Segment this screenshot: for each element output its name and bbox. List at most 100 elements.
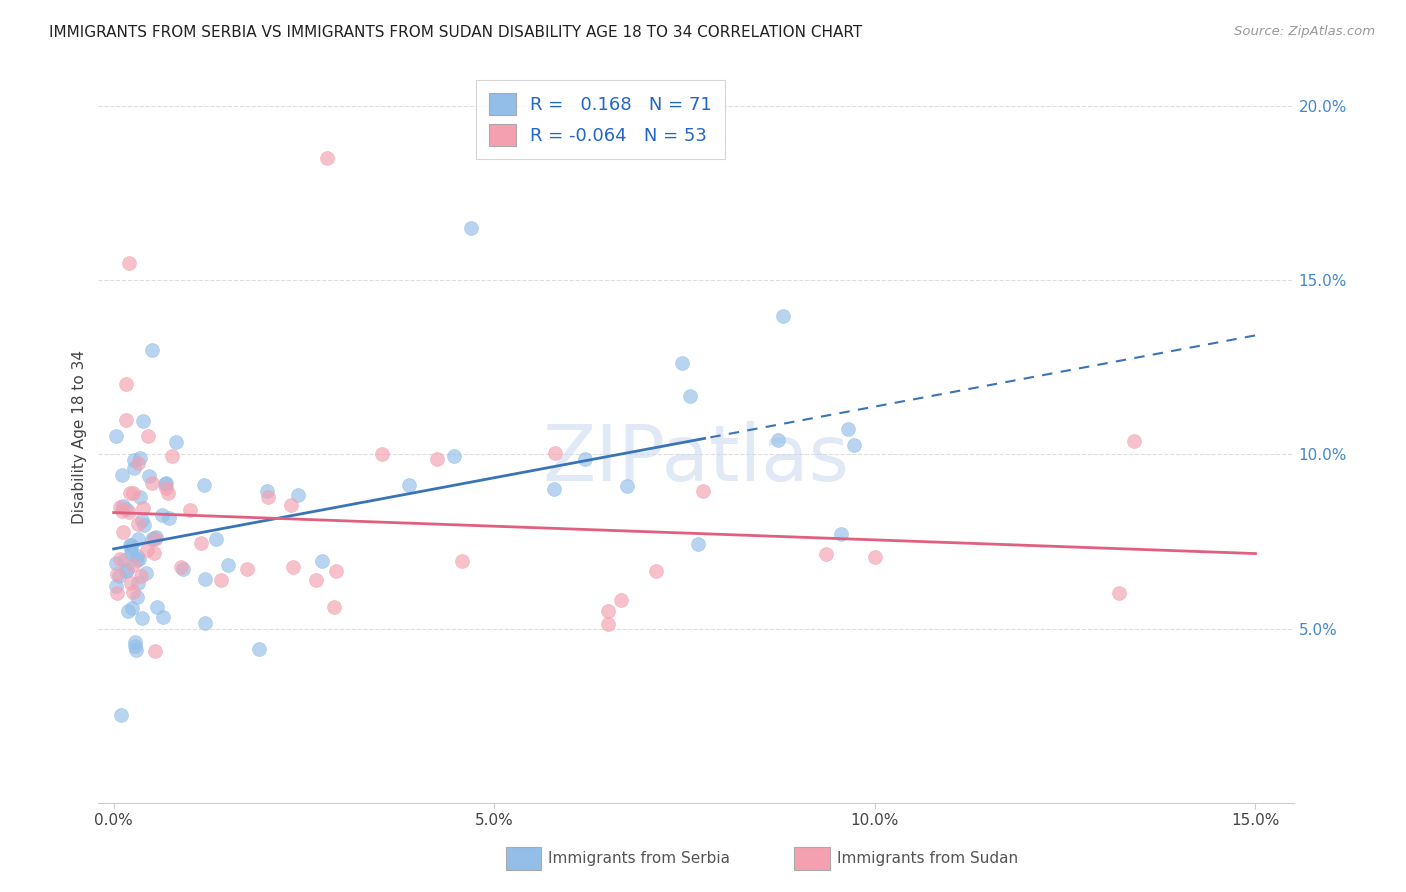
Point bbox=[543, 482, 565, 496]
Point bbox=[610, 593, 633, 607]
Point bbox=[217, 558, 239, 573]
Point bbox=[145, 530, 167, 544]
Point bbox=[105, 429, 128, 443]
Point bbox=[124, 634, 146, 648]
Point bbox=[136, 429, 159, 443]
Point bbox=[108, 500, 131, 514]
Point bbox=[814, 547, 837, 561]
Point bbox=[842, 438, 865, 452]
Point bbox=[287, 487, 309, 501]
Point bbox=[426, 452, 449, 467]
Point bbox=[114, 377, 136, 392]
Point bbox=[122, 558, 145, 573]
Point bbox=[127, 576, 149, 591]
Point bbox=[124, 643, 146, 657]
Point bbox=[138, 469, 160, 483]
Point bbox=[121, 585, 143, 599]
Point bbox=[247, 641, 270, 656]
Point bbox=[122, 453, 145, 467]
Point bbox=[235, 562, 257, 576]
Y-axis label: Disability Age 18 to 34: Disability Age 18 to 34 bbox=[72, 350, 87, 524]
Point bbox=[598, 604, 620, 618]
Point bbox=[118, 505, 141, 519]
Legend: R =   0.168   N = 71, R = -0.064   N = 53: R = 0.168 N = 71, R = -0.064 N = 53 bbox=[477, 80, 724, 159]
Point bbox=[115, 565, 138, 579]
Point bbox=[281, 560, 304, 574]
Point bbox=[135, 566, 157, 580]
Point bbox=[257, 490, 280, 504]
Point bbox=[157, 486, 180, 500]
Point bbox=[1122, 434, 1144, 448]
Point bbox=[155, 481, 177, 495]
Text: Immigrants from Serbia: Immigrants from Serbia bbox=[548, 852, 730, 866]
Point bbox=[153, 477, 176, 491]
Point bbox=[837, 422, 859, 436]
Point bbox=[194, 616, 217, 631]
Point bbox=[616, 479, 638, 493]
Point bbox=[209, 573, 232, 587]
Point bbox=[104, 556, 127, 570]
Text: Source: ZipAtlas.com: Source: ZipAtlas.com bbox=[1234, 25, 1375, 38]
Point bbox=[129, 490, 152, 504]
Point bbox=[460, 221, 482, 235]
Point bbox=[136, 542, 159, 557]
Point bbox=[143, 532, 166, 546]
Point bbox=[311, 554, 333, 568]
Point bbox=[114, 501, 136, 516]
Point bbox=[152, 609, 174, 624]
Point bbox=[121, 600, 143, 615]
Point bbox=[141, 532, 163, 546]
Point bbox=[323, 600, 346, 615]
Point bbox=[120, 545, 142, 559]
Point bbox=[112, 525, 135, 540]
Text: ZIPatlas: ZIPatlas bbox=[543, 421, 849, 497]
Point bbox=[143, 644, 166, 658]
Point bbox=[110, 707, 132, 722]
Point bbox=[122, 486, 145, 500]
Point bbox=[120, 538, 142, 552]
Point bbox=[142, 546, 165, 560]
Point bbox=[125, 549, 148, 564]
Point bbox=[115, 413, 138, 427]
Point bbox=[111, 468, 134, 483]
Point bbox=[131, 512, 153, 526]
Point bbox=[132, 518, 155, 533]
Point bbox=[124, 640, 146, 654]
Point bbox=[150, 508, 173, 523]
Point bbox=[115, 563, 138, 577]
Point bbox=[325, 564, 347, 578]
Point bbox=[105, 579, 128, 593]
Point bbox=[193, 478, 215, 492]
Point bbox=[157, 511, 180, 525]
Point bbox=[863, 549, 886, 564]
Point bbox=[128, 517, 150, 532]
Point bbox=[280, 499, 302, 513]
Point bbox=[118, 256, 141, 270]
Point bbox=[830, 527, 852, 541]
Point bbox=[141, 476, 163, 491]
Point bbox=[204, 532, 226, 546]
Point bbox=[120, 576, 142, 591]
Point bbox=[768, 433, 790, 447]
Point bbox=[107, 586, 129, 600]
Point bbox=[129, 450, 152, 465]
Point bbox=[146, 599, 169, 614]
Point bbox=[443, 449, 465, 463]
Point bbox=[190, 536, 212, 550]
Point bbox=[645, 564, 668, 578]
Point bbox=[165, 434, 187, 449]
Point bbox=[179, 502, 201, 516]
Point bbox=[315, 152, 337, 166]
Point bbox=[131, 500, 153, 515]
Point bbox=[141, 343, 163, 357]
Point bbox=[107, 566, 129, 581]
Point bbox=[143, 531, 166, 545]
Point bbox=[128, 552, 150, 566]
Point bbox=[111, 503, 134, 517]
Point bbox=[111, 499, 134, 513]
Point bbox=[108, 569, 131, 583]
Point bbox=[108, 552, 131, 566]
Point bbox=[129, 569, 152, 583]
Point bbox=[120, 538, 142, 552]
Point bbox=[112, 552, 135, 566]
